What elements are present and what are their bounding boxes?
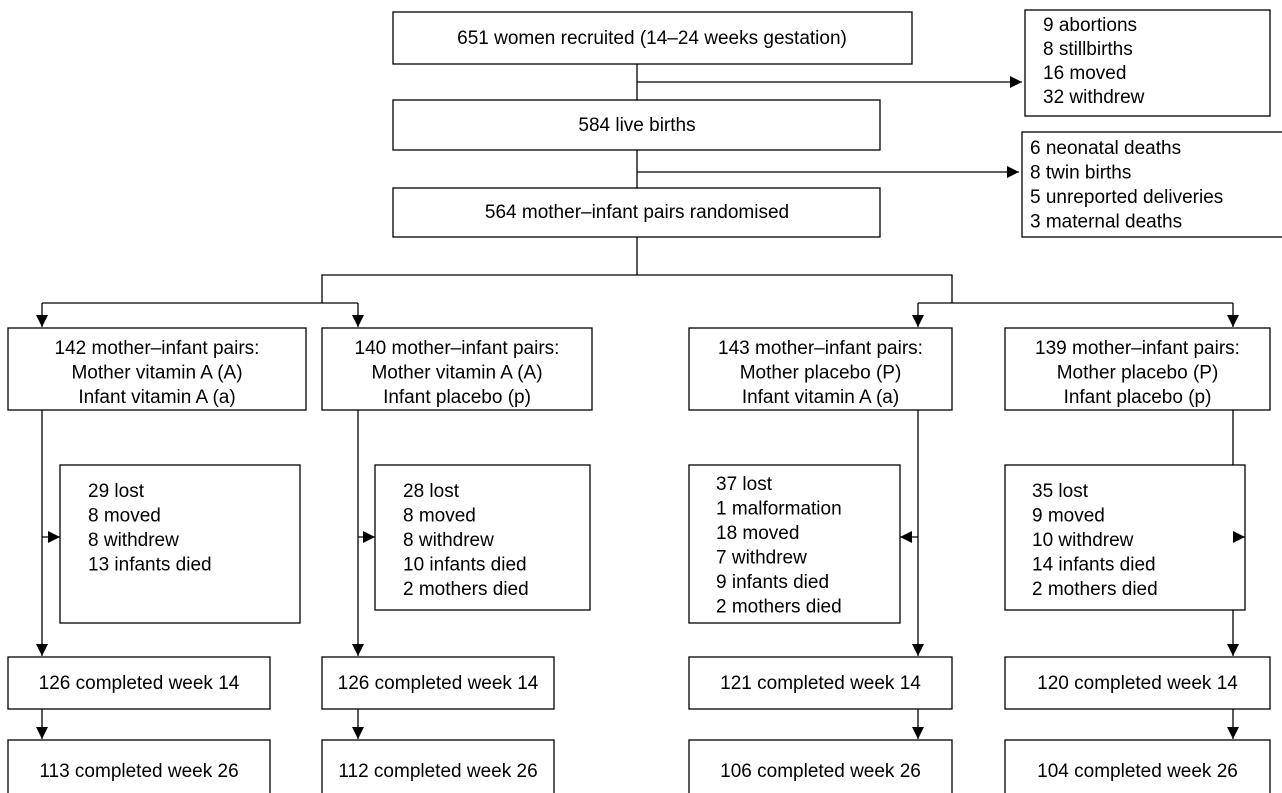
loss-item: 9 moved <box>1032 506 1105 527</box>
exclusion-item: 32 withdrew <box>1043 87 1145 108</box>
box <box>392 187 881 238</box>
box <box>1024 9 1271 117</box>
box <box>688 739 953 793</box>
box <box>321 656 555 710</box>
box <box>392 99 881 151</box>
loss-item: 2 mothers died <box>403 579 529 600</box>
group-label: Infant vitamin A (a) <box>742 387 899 408</box>
box <box>321 327 593 411</box>
group-label: Mother placebo (P) <box>1057 363 1219 384</box>
exclusion-item: 8 stillbirths <box>1043 39 1133 60</box>
group-label: Mother vitamin A (A) <box>71 363 242 384</box>
box <box>7 656 271 710</box>
node-label: 564 mother–infant pairs randomised <box>485 202 789 223</box>
loss-item: 37 lost <box>716 474 773 495</box>
group-label: Mother placebo (P) <box>740 363 902 384</box>
node-label: 121 completed week 14 <box>720 673 921 694</box>
loss-item: 2 mothers died <box>716 597 842 618</box>
node-label: 113 completed week 26 <box>39 761 238 782</box>
loss-item: 2 mothers died <box>1032 579 1158 600</box>
exclusion-item: 6 neonatal deaths <box>1030 138 1181 159</box>
box <box>392 11 913 65</box>
loss-item: 1 malformation <box>716 499 842 520</box>
loss-item: 35 lost <box>1032 481 1089 502</box>
loss-item: 8 withdrew <box>88 530 179 551</box>
box <box>1004 327 1271 411</box>
node-label: 120 completed week 14 <box>1037 673 1238 694</box>
box <box>1004 656 1271 710</box>
group-label: Infant placebo (p) <box>383 387 531 408</box>
connector <box>321 274 953 303</box>
node-label: 106 completed week 26 <box>720 761 921 782</box>
node-label: 584 live births <box>578 115 695 136</box>
top-section: 651 women recruited (14–24 weeks gestati… <box>42 9 1282 304</box>
exclusion-item: 5 unreported deliveries <box>1030 187 1223 208</box>
loss-item: 8 moved <box>403 506 476 527</box>
box <box>1021 131 1282 238</box>
box <box>374 464 591 611</box>
loss-item: 14 infants died <box>1032 555 1156 576</box>
group-label: 139 mother–infant pairs: <box>1035 338 1240 359</box>
box <box>7 739 271 793</box>
box <box>688 327 953 411</box>
loss-item: 28 lost <box>403 481 460 502</box>
exclusion-item: 8 twin births <box>1030 163 1131 184</box>
loss-item: 29 lost <box>88 481 145 502</box>
node-label: 651 women recruited (14–24 weeks gestati… <box>457 28 847 49</box>
group-label: Mother vitamin A (A) <box>371 363 542 384</box>
exclusion-item: 3 maternal deaths <box>1030 212 1182 233</box>
box <box>59 464 301 624</box>
node-label: 126 completed week 14 <box>39 673 240 694</box>
group-label: Infant vitamin A (a) <box>78 387 235 408</box>
group-label: 142 mother–infant pairs: <box>55 338 260 359</box>
box <box>1004 464 1246 611</box>
loss-item: 7 withdrew <box>716 548 807 569</box>
loss-item: 8 withdrew <box>403 530 494 551</box>
box <box>321 739 555 793</box>
box <box>7 327 307 411</box>
node-label: 112 completed week 26 <box>338 761 537 782</box>
box <box>1004 739 1271 793</box>
group-label: 143 mother–infant pairs: <box>718 338 923 359</box>
exclusion-item: 16 moved <box>1043 63 1126 84</box>
box <box>688 656 953 710</box>
exclusion-item: 9 abortions <box>1043 15 1137 36</box>
loss-item: 13 infants died <box>88 555 212 576</box>
group-label: Infant placebo (p) <box>1064 387 1212 408</box>
loss-item: 8 moved <box>88 506 161 527</box>
loss-item: 10 withdrew <box>1032 530 1134 551</box>
loss-item: 10 infants died <box>403 555 527 576</box>
node-label: 126 completed week 14 <box>338 673 539 694</box>
box <box>688 464 901 624</box>
group-label: 140 mother–infant pairs: <box>355 338 560 359</box>
loss-item: 9 infants died <box>716 572 829 593</box>
node-label: 104 completed week 26 <box>1037 761 1238 782</box>
loss-item: 18 moved <box>716 523 799 544</box>
